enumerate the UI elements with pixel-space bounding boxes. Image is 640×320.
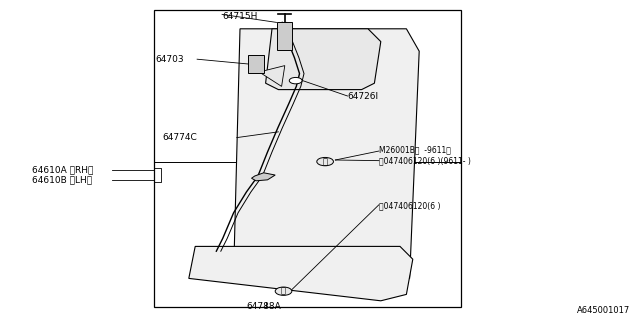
Text: Ⓢ: Ⓢ: [281, 287, 286, 296]
Polygon shape: [259, 66, 285, 86]
Circle shape: [289, 77, 302, 84]
Text: 64610B 〈LH〉: 64610B 〈LH〉: [32, 175, 92, 184]
Text: A645001017: A645001017: [577, 306, 630, 315]
Bar: [154, 10, 461, 307]
Polygon shape: [234, 29, 419, 285]
Circle shape: [275, 287, 292, 295]
Polygon shape: [189, 246, 413, 301]
Text: Ⓢ047406120(6 ): Ⓢ047406120(6 ): [379, 201, 440, 210]
Circle shape: [317, 157, 333, 166]
Bar: [277, 22, 292, 50]
Text: 64715H: 64715H: [222, 12, 257, 21]
Text: 64788A: 64788A: [246, 302, 281, 311]
Text: 64610A 〈RH〉: 64610A 〈RH〉: [32, 165, 93, 174]
Polygon shape: [266, 29, 381, 90]
Text: Ⓢ: Ⓢ: [323, 157, 328, 166]
Text: 64703: 64703: [156, 55, 184, 64]
Bar: [248, 55, 264, 73]
Text: 64774C: 64774C: [162, 133, 196, 142]
Text: Ⓢ047406120(6 )(9611- ): Ⓢ047406120(6 )(9611- ): [379, 156, 471, 165]
Text: M26001B（  -9611）: M26001B（ -9611）: [379, 145, 451, 154]
Polygon shape: [252, 173, 275, 181]
Text: 64726I: 64726I: [348, 92, 379, 100]
